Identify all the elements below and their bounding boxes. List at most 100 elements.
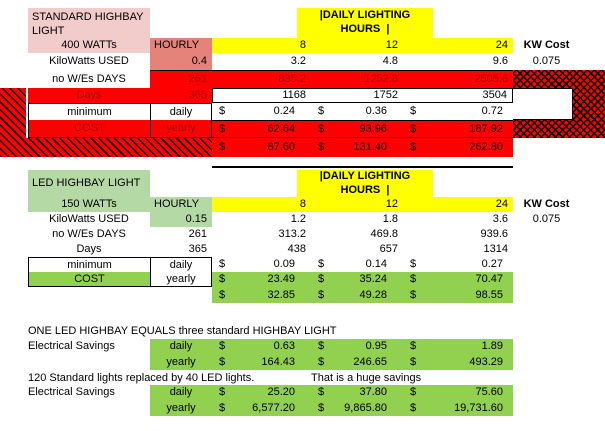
cell-standard-cost-total-8[interactable]: $87.60 bbox=[212, 138, 311, 157]
cell-led-daily-hours-header[interactable]: |DAILY LIGHTING HOURS | bbox=[297, 170, 433, 197]
cell-led-days-24[interactable]: 1314 bbox=[483, 243, 508, 256]
cell-led-cost-total-8[interactable]: $32.85 bbox=[212, 287, 311, 303]
cell-led-minimum-24[interactable]: $0.27 bbox=[403, 257, 513, 272]
cell-note-replaced[interactable]: 120 Standard lights replaced by 40 LED l… bbox=[28, 371, 255, 384]
cell-standard-minimum-12[interactable]: $0.36 bbox=[311, 103, 403, 120]
cell-led-title[interactable]: LED HIGHBAY LIGHT bbox=[28, 170, 150, 197]
cell-standard-kilowatts-label[interactable]: KiloWatts USED bbox=[49, 55, 129, 68]
cell-savings-one-yearly-12[interactable]: $246.65 bbox=[311, 354, 403, 370]
cell-standard-wes-24[interactable]: 2505.6 bbox=[403, 70, 513, 88]
cell-led-kw-cost-rate[interactable]: 0.075 bbox=[532, 213, 561, 226]
amount: 6,577.20 bbox=[252, 401, 295, 414]
cell-savings-all-yearly-24[interactable]: $19,731.60 bbox=[403, 400, 513, 416]
cell-standard-days-24[interactable]: 3504 bbox=[403, 88, 513, 103]
cell-led-days-12[interactable]: 657 bbox=[379, 243, 398, 256]
cell-led-cost-total-12[interactable]: $49.28 bbox=[311, 287, 403, 303]
cell-savings-all-yearly-period[interactable]: yearly bbox=[150, 400, 212, 416]
cell-led-wes-24[interactable]: 939.6 bbox=[480, 228, 508, 241]
cell-savings-one-daily-12[interactable]: $0.95 bbox=[311, 339, 403, 354]
cell-led-days-label[interactable]: Days bbox=[76, 243, 102, 256]
cell-note-huge-savings[interactable]: That is a huge savings bbox=[311, 371, 422, 384]
cell-standard-title[interactable]: STANDARD HIGHBAY LIGHT bbox=[28, 8, 150, 38]
cell-standard-kilowatts-8[interactable]: 3.2 bbox=[290, 55, 306, 68]
cell-standard-cost-total-24[interactable]: $262.80 bbox=[403, 138, 513, 157]
cell-standard-wes-12[interactable]: 1252.8 bbox=[311, 70, 403, 88]
cell-led-kilowatts-8[interactable]: 1.2 bbox=[290, 213, 306, 226]
cell-savings-all-label[interactable]: Electrical Savings bbox=[28, 386, 115, 399]
cell-led-minimum-12[interactable]: $0.14 bbox=[311, 257, 403, 272]
cell-standard-kw-cost-rate[interactable]: 0.075 bbox=[532, 55, 561, 68]
cell-led-cost-8[interactable]: $23.49 bbox=[212, 272, 311, 287]
cell-led-watts[interactable]: 150 WATTs bbox=[28, 197, 150, 212]
cell-standard-wes-base[interactable]: 261 bbox=[150, 70, 212, 88]
cell-standard-minimum-label[interactable]: minimum bbox=[28, 103, 150, 120]
cell-led-days-base[interactable]: 365 bbox=[188, 243, 207, 256]
cell-led-minimum-period[interactable]: daily bbox=[150, 257, 212, 272]
cell-standard-minimum-period[interactable]: daily bbox=[150, 103, 212, 120]
cell-led-kilowatts-24[interactable]: 3.6 bbox=[492, 213, 508, 226]
cell-standard-watts[interactable]: 400 WATTs bbox=[28, 38, 150, 53]
cell-savings-one-yearly-24[interactable]: $493.29 bbox=[403, 354, 513, 370]
cell-led-cost-24[interactable]: $70.47 bbox=[403, 272, 513, 287]
cell-savings-all-daily-8[interactable]: $25.20 bbox=[212, 385, 311, 400]
cell-led-hours-24[interactable]: 24 bbox=[403, 197, 513, 212]
cell-standard-days-8[interactable]: 1168 bbox=[212, 88, 311, 103]
cell-led-kw-cost-label[interactable]: KW Cost bbox=[523, 198, 570, 211]
cell-standard-hourly[interactable]: HOURLY bbox=[150, 38, 212, 53]
cell-savings-one-yearly-8[interactable]: $164.43 bbox=[212, 354, 311, 370]
cell-savings-all-yearly-12[interactable]: $9,865.80 bbox=[311, 400, 403, 416]
cell-note-one-led-equals[interactable]: ONE LED HIGHBAY EQUALS three standard HI… bbox=[28, 324, 337, 337]
cell-led-cost-label[interactable]: COST bbox=[28, 272, 150, 287]
cell-savings-one-daily-24[interactable]: $1.89 bbox=[403, 339, 513, 354]
cell-standard-cost-24[interactable]: $187.92 bbox=[403, 120, 513, 138]
cell-standard-wes-8[interactable]: 835.2 bbox=[212, 70, 311, 88]
cell-savings-all-daily-12[interactable]: $37.80 bbox=[311, 385, 403, 400]
cell-standard-kilowatts-12[interactable]: 4.8 bbox=[382, 55, 398, 68]
cell-savings-one-daily-period[interactable]: daily bbox=[150, 339, 212, 354]
cell-standard-cost-12[interactable]: $93.96 bbox=[311, 120, 403, 138]
amount: 164.43 bbox=[261, 355, 295, 368]
cell-standard-cost-8[interactable]: $62.64 bbox=[212, 120, 311, 138]
cell-savings-one-yearly-period[interactable]: yearly bbox=[150, 354, 212, 370]
cell-standard-wes-label[interactable]: no W/Es DAYS bbox=[52, 72, 126, 85]
cell-led-kilowatts-label[interactable]: KiloWatts USED bbox=[49, 213, 129, 226]
cell-savings-one-daily-8[interactable]: $0.63 bbox=[212, 339, 311, 354]
cell-standard-days-label[interactable]: Days bbox=[28, 88, 150, 103]
cell-led-wes-8[interactable]: 313.2 bbox=[278, 228, 306, 241]
cell-led-kilowatts-12[interactable]: 1.8 bbox=[382, 213, 398, 226]
cell-savings-all-yearly-8[interactable]: $6,577.20 bbox=[212, 400, 311, 416]
cell-standard-minimum-24[interactable]: $0.72 bbox=[403, 103, 513, 120]
cell-standard-hours-8[interactable]: 8 bbox=[212, 38, 311, 53]
cell-led-hourly[interactable]: HOURLY bbox=[150, 197, 212, 212]
cell-led-hours-12[interactable]: 12 bbox=[311, 197, 403, 212]
amount: 0.36 bbox=[365, 105, 387, 118]
cell-standard-cost-total-12[interactable]: $131.40 bbox=[311, 138, 403, 157]
cell-savings-all-daily-24[interactable]: $75.60 bbox=[403, 385, 513, 400]
cell-led-cost-period[interactable]: yearly bbox=[150, 272, 212, 287]
cell-standard-hours-12[interactable]: 12 bbox=[311, 38, 403, 53]
cell-standard-daily-hours-header[interactable]: |DAILY LIGHTING HOURS | bbox=[297, 8, 433, 38]
cell-standard-kilowatts-base[interactable]: 0.4 bbox=[150, 53, 212, 70]
cell-standard-cost-label[interactable]: COST bbox=[28, 120, 150, 138]
cell-standard-days-12[interactable]: 1752 bbox=[311, 88, 403, 103]
cell-led-cost-12[interactable]: $35.24 bbox=[311, 272, 403, 287]
currency-symbol: $ bbox=[318, 288, 325, 301]
cell-led-wes-12[interactable]: 469.8 bbox=[370, 228, 398, 241]
currency-symbol: $ bbox=[318, 122, 325, 135]
cell-led-kilowatts-base[interactable]: 0.15 bbox=[150, 212, 212, 227]
cell-led-wes-base[interactable]: 261 bbox=[188, 228, 207, 241]
cell-led-minimum-8[interactable]: $0.09 bbox=[212, 257, 311, 272]
cell-standard-kw-cost-label[interactable]: KW Cost bbox=[523, 39, 570, 52]
cell-led-wes-label[interactable]: no W/Es DAYS bbox=[52, 228, 126, 241]
cell-led-days-8[interactable]: 438 bbox=[287, 243, 306, 256]
cell-led-hours-8[interactable]: 8 bbox=[212, 197, 311, 212]
cell-standard-hours-24[interactable]: 24 bbox=[403, 38, 513, 53]
cell-savings-one-label[interactable]: Electrical Savings bbox=[28, 340, 115, 353]
cell-standard-days-base[interactable]: 365 bbox=[150, 88, 212, 103]
cell-standard-minimum-8[interactable]: $0.24 bbox=[212, 103, 311, 120]
cell-savings-all-daily-period[interactable]: daily bbox=[150, 385, 212, 400]
cell-led-minimum-label[interactable]: minimum bbox=[28, 257, 150, 272]
cell-standard-kilowatts-24[interactable]: 9.6 bbox=[492, 55, 508, 68]
cell-led-cost-total-24[interactable]: $98.55 bbox=[403, 287, 513, 303]
cell-standard-cost-period[interactable]: yearly bbox=[150, 120, 212, 138]
